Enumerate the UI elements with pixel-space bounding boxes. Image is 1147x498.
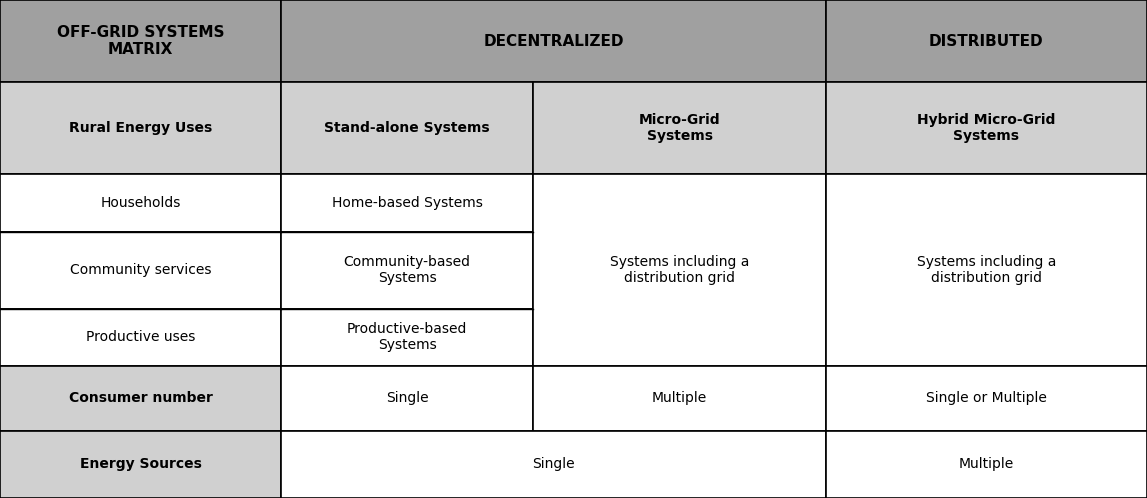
Bar [0, 82, 281, 174]
Bar [0, 174, 281, 232]
Text: Consumer number: Consumer number [69, 391, 212, 405]
Bar [826, 366, 1147, 431]
Bar [281, 0, 826, 82]
Text: Single: Single [385, 391, 429, 405]
Text: Community services: Community services [70, 263, 211, 277]
Text: Systems including a
distribution grid: Systems including a distribution grid [916, 255, 1056, 285]
Text: Home-based Systems: Home-based Systems [331, 196, 483, 210]
Text: Energy Sources: Energy Sources [79, 457, 202, 472]
Bar [281, 431, 826, 498]
Bar [533, 82, 826, 174]
Text: Micro-Grid
Systems: Micro-Grid Systems [639, 113, 720, 143]
Bar [0, 0, 281, 82]
Text: Single or Multiple: Single or Multiple [926, 391, 1047, 405]
Bar [826, 82, 1147, 174]
Bar [533, 366, 826, 431]
Text: Productive uses: Productive uses [86, 330, 195, 345]
Text: Systems including a
distribution grid: Systems including a distribution grid [610, 255, 749, 285]
Bar [826, 174, 1147, 366]
Bar [826, 431, 1147, 498]
Text: Productive-based
Systems: Productive-based Systems [348, 322, 467, 353]
Bar [0, 232, 281, 309]
Bar [281, 174, 533, 232]
Bar [0, 366, 281, 431]
Bar [826, 0, 1147, 82]
Bar [281, 82, 533, 174]
Text: OFF-GRID SYSTEMS
MATRIX: OFF-GRID SYSTEMS MATRIX [56, 25, 225, 57]
Text: Households: Households [100, 196, 181, 210]
Bar [281, 309, 533, 366]
Text: Multiple: Multiple [651, 391, 708, 405]
Text: Multiple: Multiple [959, 457, 1014, 472]
Text: Stand-alone Systems: Stand-alone Systems [325, 121, 490, 135]
Bar [0, 431, 281, 498]
Text: Rural Energy Uses: Rural Energy Uses [69, 121, 212, 135]
Bar [533, 174, 826, 366]
Text: DECENTRALIZED: DECENTRALIZED [483, 33, 624, 49]
Text: Hybrid Micro-Grid
Systems: Hybrid Micro-Grid Systems [918, 113, 1055, 143]
Bar [0, 309, 281, 366]
Bar [281, 232, 533, 309]
Text: Community-based
Systems: Community-based Systems [344, 255, 470, 285]
Bar [281, 366, 533, 431]
Text: Single: Single [532, 457, 575, 472]
Text: DISTRIBUTED: DISTRIBUTED [929, 33, 1044, 49]
